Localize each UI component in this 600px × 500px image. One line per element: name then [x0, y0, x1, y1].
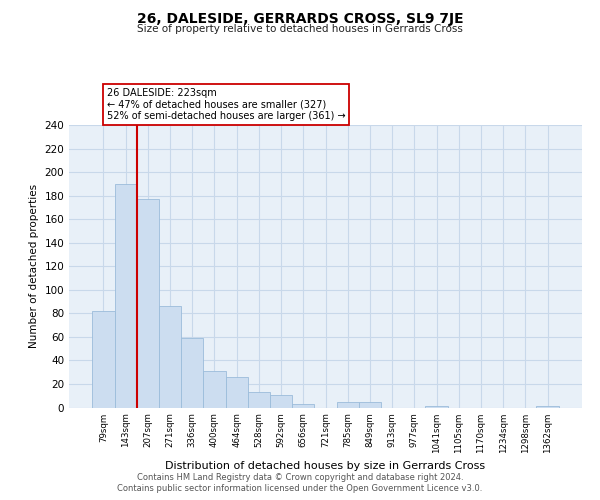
Bar	[226, 377, 248, 408]
Bar	[536, 406, 559, 408]
Text: 26 DALESIDE: 223sqm
← 47% of detached houses are smaller (327)
52% of semi-detac: 26 DALESIDE: 223sqm ← 47% of detached ho…	[107, 88, 346, 122]
Text: Contains public sector information licensed under the Open Government Licence v3: Contains public sector information licen…	[118, 484, 482, 493]
Bar	[292, 404, 314, 407]
Y-axis label: Number of detached properties: Number of detached properties	[29, 184, 39, 348]
Bar	[359, 402, 381, 407]
Bar	[159, 306, 181, 408]
Bar	[203, 371, 226, 408]
Bar	[248, 392, 270, 407]
Text: Size of property relative to detached houses in Gerrards Cross: Size of property relative to detached ho…	[137, 24, 463, 34]
Bar	[425, 406, 448, 408]
Bar	[270, 394, 292, 407]
Text: Contains HM Land Registry data © Crown copyright and database right 2024.: Contains HM Land Registry data © Crown c…	[137, 472, 463, 482]
Bar	[115, 184, 137, 408]
Bar	[337, 402, 359, 407]
Bar	[181, 338, 203, 407]
Bar	[137, 199, 159, 408]
Bar	[92, 311, 115, 408]
Text: 26, DALESIDE, GERRARDS CROSS, SL9 7JE: 26, DALESIDE, GERRARDS CROSS, SL9 7JE	[137, 12, 463, 26]
X-axis label: Distribution of detached houses by size in Gerrards Cross: Distribution of detached houses by size …	[166, 461, 485, 471]
